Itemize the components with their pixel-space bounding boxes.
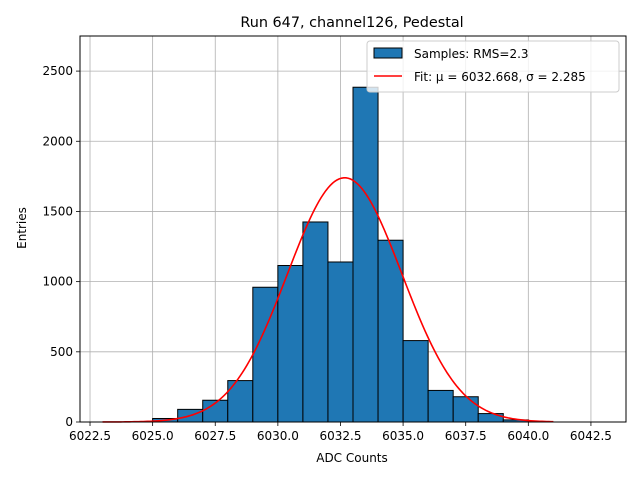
histogram-bar — [227, 380, 254, 423]
fit-curve-layer — [102, 176, 554, 423]
y-tick-label: 2000 — [42, 134, 73, 148]
y-tick-label: 2500 — [42, 64, 73, 78]
y-axis-label: Entries — [15, 207, 29, 249]
histogram-bar — [352, 86, 379, 423]
histogram-bar — [477, 413, 504, 423]
x-tick-label: 6027.5 — [194, 429, 236, 443]
histogram-bar — [452, 396, 479, 423]
plot-frame — [79, 35, 627, 423]
histogram-bar — [327, 261, 354, 423]
legend-fit-label: Fit: μ = 6032.668, σ = 2.285 — [414, 70, 586, 84]
y-tick-label: 500 — [50, 345, 73, 359]
y-tick-label: 0 — [65, 415, 73, 429]
fit-curve — [102, 176, 554, 423]
legend-box — [366, 40, 620, 93]
axes-layer: 6022.5 6025.0 6027.5 6030.0 6032.5 6035.0 6037… — [42, 35, 627, 443]
x-tick-label: 6037.5 — [445, 429, 487, 443]
y-tick-label: 1000 — [42, 275, 73, 289]
x-tick-label: 6025.0 — [132, 429, 174, 443]
x-tick-label: 6030.0 — [257, 429, 299, 443]
chart-title: Run 647, channel126, Pedestal — [240, 15, 463, 31]
legend-histogram-swatch — [373, 47, 403, 59]
legend-histogram-label: Samples: RMS=2.3 — [414, 47, 529, 61]
y-tick-label: 1500 — [42, 204, 73, 218]
histogram-bar — [377, 239, 404, 423]
histogram-bars — [152, 86, 529, 423]
x-tick-label: 6022.5 — [69, 429, 111, 443]
x-tick-label: 6032.5 — [319, 429, 361, 443]
x-tick-label: 6035.0 — [382, 429, 424, 443]
legend: Samples: RMS=2.3 Fit: μ = 6032.668, σ = … — [366, 40, 620, 93]
x-tick-label: 6042.5 — [570, 429, 612, 443]
histogram-bar — [302, 221, 329, 423]
histogram-bar — [427, 389, 454, 423]
x-axis-label: ADC Counts — [316, 451, 388, 465]
x-tick-label: 6040.0 — [507, 429, 549, 443]
histogram-bar — [402, 340, 429, 423]
